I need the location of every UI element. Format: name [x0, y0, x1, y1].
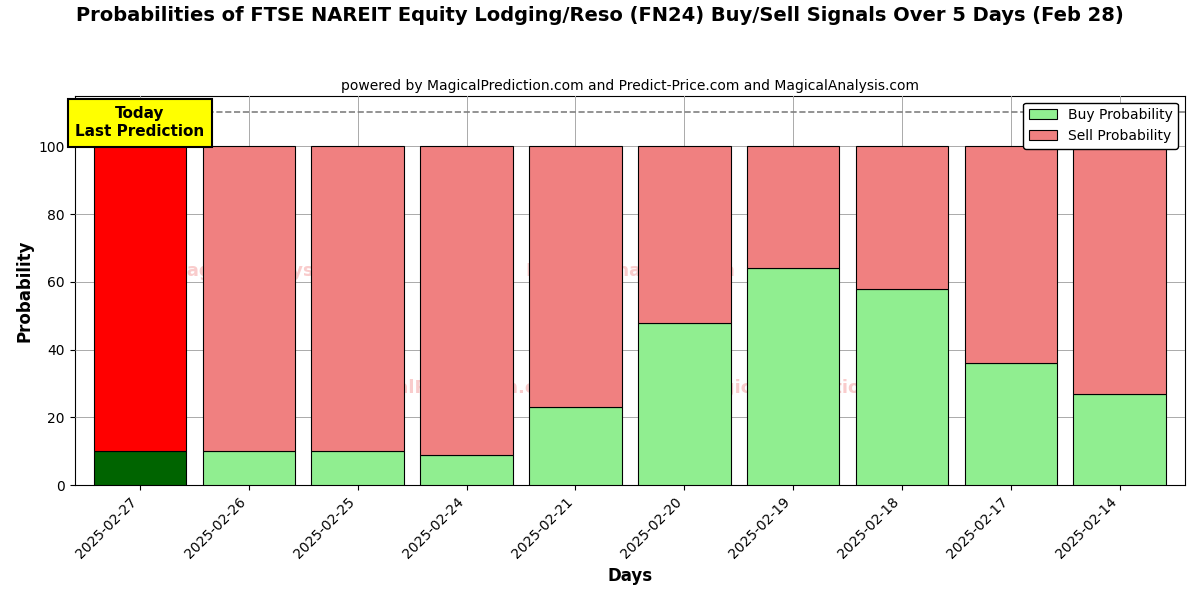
- Bar: [312, 451, 404, 485]
- Bar: [856, 146, 948, 289]
- Text: MagicalAnalysis.com: MagicalAnalysis.com: [524, 262, 734, 280]
- Bar: [1074, 146, 1166, 394]
- Bar: [529, 146, 622, 407]
- Text: MagicalPrediction.com: MagicalPrediction.com: [337, 379, 566, 397]
- Bar: [638, 323, 731, 485]
- Y-axis label: Probability: Probability: [16, 239, 34, 341]
- Legend: Buy Probability, Sell Probability: Buy Probability, Sell Probability: [1024, 103, 1178, 149]
- Bar: [203, 451, 295, 485]
- Bar: [965, 146, 1057, 363]
- Bar: [965, 363, 1057, 485]
- Bar: [856, 289, 948, 485]
- Text: MagicalAnalysis.com: MagicalAnalysis.com: [169, 262, 379, 280]
- Bar: [203, 146, 295, 451]
- Title: powered by MagicalPrediction.com and Predict-Price.com and MagicalAnalysis.com: powered by MagicalPrediction.com and Pre…: [341, 79, 919, 93]
- Bar: [420, 455, 512, 485]
- Bar: [94, 451, 186, 485]
- Bar: [420, 146, 512, 455]
- Text: MagicalPrediction.com: MagicalPrediction.com: [692, 379, 923, 397]
- Text: Today
Last Prediction: Today Last Prediction: [76, 106, 204, 139]
- Bar: [746, 268, 839, 485]
- Bar: [94, 146, 186, 451]
- Text: Probabilities of FTSE NAREIT Equity Lodging/Reso (FN24) Buy/Sell Signals Over 5 : Probabilities of FTSE NAREIT Equity Lodg…: [76, 6, 1124, 25]
- Bar: [746, 146, 839, 268]
- Bar: [638, 146, 731, 323]
- Bar: [312, 146, 404, 451]
- X-axis label: Days: Days: [607, 567, 653, 585]
- Bar: [1074, 394, 1166, 485]
- Bar: [529, 407, 622, 485]
